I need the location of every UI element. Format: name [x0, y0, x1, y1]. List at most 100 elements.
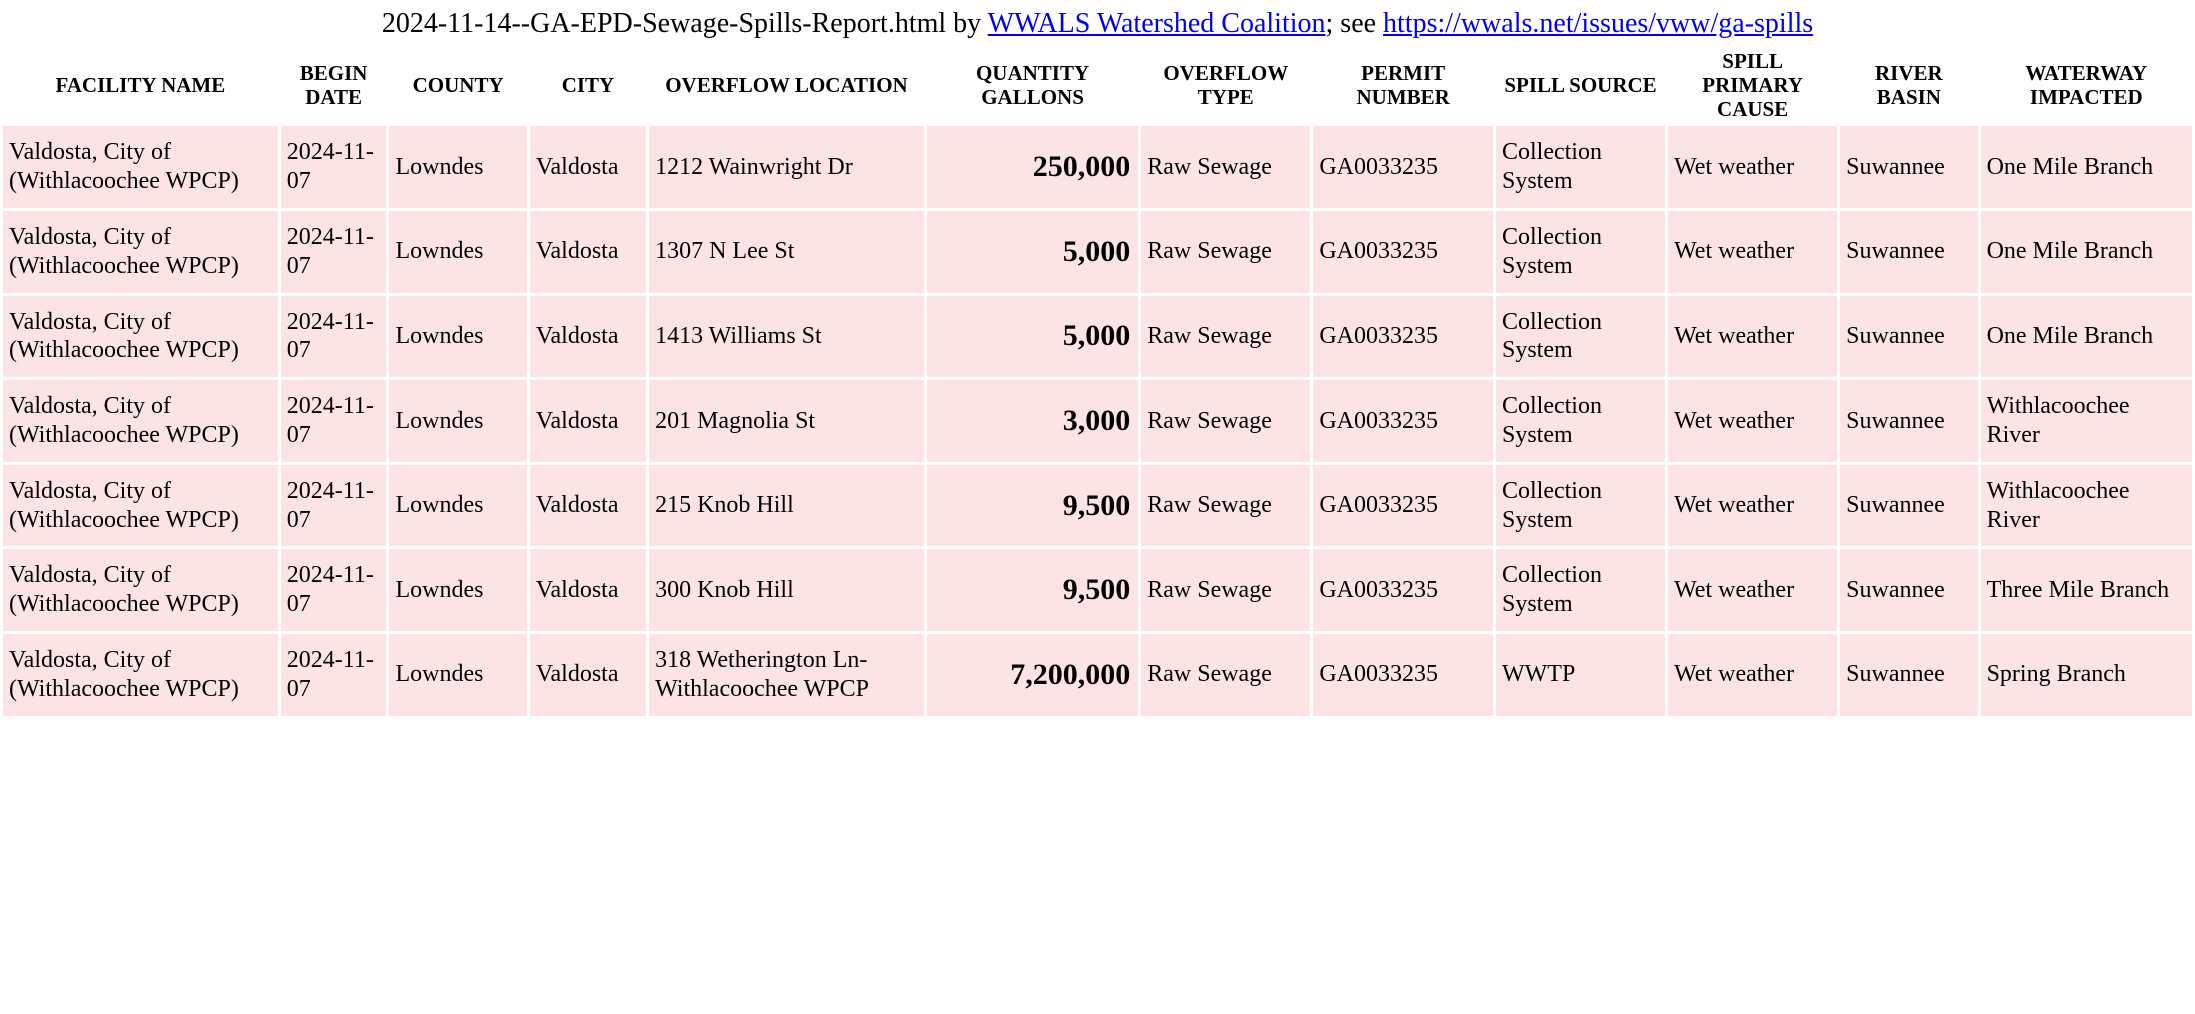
cell-cause: Wet weather — [1668, 211, 1837, 293]
cell-waterway: One Mile Branch — [1981, 296, 2192, 378]
cell-date: 2024-11-07 — [281, 549, 387, 631]
cell-permit: GA0033235 — [1313, 211, 1493, 293]
cell-permit: GA0033235 — [1313, 634, 1493, 716]
cell-county: Lowndes — [389, 126, 526, 208]
cell-type: Raw Sewage — [1141, 634, 1310, 716]
header-county: COUNTY — [389, 47, 526, 123]
cell-permit: GA0033235 — [1313, 465, 1493, 547]
spills-table: FACILITY NAMEBEGIN DATECOUNTYCITYOVERFLO… — [0, 44, 2195, 719]
cell-county: Lowndes — [389, 634, 526, 716]
cell-date: 2024-11-07 — [281, 380, 387, 462]
header-waterway: WATERWAY IMPACTED — [1981, 47, 2192, 123]
cell-source: WWTP — [1496, 634, 1665, 716]
cell-basin: Suwannee — [1840, 465, 1977, 547]
cell-county: Lowndes — [389, 296, 526, 378]
cell-facility: Valdosta, City of (Withlacoochee WPCP) — [3, 465, 278, 547]
cell-city: Valdosta — [530, 549, 646, 631]
table-body: Valdosta, City of (Withlacoochee WPCP)20… — [3, 126, 2192, 715]
header-source: SPILL SOURCE — [1496, 47, 1665, 123]
cell-location: 201 Magnolia St — [649, 380, 924, 462]
cell-waterway: Withlacoochee River — [1981, 465, 2192, 547]
cell-location: 1413 Williams St — [649, 296, 924, 378]
cell-date: 2024-11-07 — [281, 634, 387, 716]
cell-quantity: 7,200,000 — [927, 634, 1138, 716]
cell-location: 1307 N Lee St — [649, 211, 924, 293]
cell-county: Lowndes — [389, 380, 526, 462]
cell-county: Lowndes — [389, 211, 526, 293]
cell-source: Collection System — [1496, 465, 1665, 547]
cell-waterway: Withlacoochee River — [1981, 380, 2192, 462]
cell-permit: GA0033235 — [1313, 126, 1493, 208]
table-row: Valdosta, City of (Withlacoochee WPCP)20… — [3, 465, 2192, 547]
table-row: Valdosta, City of (Withlacoochee WPCP)20… — [3, 211, 2192, 293]
table-row: Valdosta, City of (Withlacoochee WPCP)20… — [3, 634, 2192, 716]
cell-cause: Wet weather — [1668, 380, 1837, 462]
cell-city: Valdosta — [530, 380, 646, 462]
cell-source: Collection System — [1496, 211, 1665, 293]
cell-city: Valdosta — [530, 296, 646, 378]
cell-county: Lowndes — [389, 465, 526, 547]
cell-facility: Valdosta, City of (Withlacoochee WPCP) — [3, 380, 278, 462]
cell-waterway: One Mile Branch — [1981, 126, 2192, 208]
cell-date: 2024-11-07 — [281, 296, 387, 378]
cell-quantity: 5,000 — [927, 211, 1138, 293]
header-city: CITY — [530, 47, 646, 123]
cell-city: Valdosta — [530, 634, 646, 716]
cell-quantity: 3,000 — [927, 380, 1138, 462]
cell-city: Valdosta — [530, 465, 646, 547]
cell-source: Collection System — [1496, 296, 1665, 378]
header-permit: PERMIT NUMBER — [1313, 47, 1493, 123]
cell-quantity: 5,000 — [927, 296, 1138, 378]
org-link[interactable]: WWALS Watershed Coalition — [988, 8, 1326, 39]
header-quantity: QUANTITY GALLONS — [927, 47, 1138, 123]
cell-permit: GA0033235 — [1313, 380, 1493, 462]
table-row: Valdosta, City of (Withlacoochee WPCP)20… — [3, 126, 2192, 208]
table-header: FACILITY NAMEBEGIN DATECOUNTYCITYOVERFLO… — [3, 47, 2192, 123]
header-location: OVERFLOW LOCATION — [649, 47, 924, 123]
cell-basin: Suwannee — [1840, 380, 1977, 462]
cell-facility: Valdosta, City of (Withlacoochee WPCP) — [3, 211, 278, 293]
cell-type: Raw Sewage — [1141, 296, 1310, 378]
cell-facility: Valdosta, City of (Withlacoochee WPCP) — [3, 296, 278, 378]
cell-location: 1212 Wainwright Dr — [649, 126, 924, 208]
cell-facility: Valdosta, City of (Withlacoochee WPCP) — [3, 634, 278, 716]
cell-location: 215 Knob Hill — [649, 465, 924, 547]
cell-city: Valdosta — [530, 126, 646, 208]
cell-quantity: 9,500 — [927, 549, 1138, 631]
cell-facility: Valdosta, City of (Withlacoochee WPCP) — [3, 126, 278, 208]
cell-cause: Wet weather — [1668, 126, 1837, 208]
cell-cause: Wet weather — [1668, 549, 1837, 631]
url-link[interactable]: https://wwals.net/issues/vww/ga-spills — [1383, 8, 1813, 39]
cell-basin: Suwannee — [1840, 549, 1977, 631]
cell-source: Collection System — [1496, 126, 1665, 208]
cell-city: Valdosta — [530, 211, 646, 293]
cell-cause: Wet weather — [1668, 296, 1837, 378]
cell-waterway: Spring Branch — [1981, 634, 2192, 716]
cell-county: Lowndes — [389, 549, 526, 631]
cell-quantity: 250,000 — [927, 126, 1138, 208]
table-row: Valdosta, City of (Withlacoochee WPCP)20… — [3, 380, 2192, 462]
cell-basin: Suwannee — [1840, 211, 1977, 293]
cell-location: 318 Wetherington Ln- Withlacoochee WPCP — [649, 634, 924, 716]
header-cause: SPILL PRIMARY CAUSE — [1668, 47, 1837, 123]
header-basin: RIVER BASIN — [1840, 47, 1977, 123]
header-date: BEGIN DATE — [281, 47, 387, 123]
header-facility: FACILITY NAME — [3, 47, 278, 123]
cell-type: Raw Sewage — [1141, 465, 1310, 547]
cell-basin: Suwannee — [1840, 296, 1977, 378]
cell-location: 300 Knob Hill — [649, 549, 924, 631]
cell-basin: Suwannee — [1840, 126, 1977, 208]
cell-cause: Wet weather — [1668, 465, 1837, 547]
cell-date: 2024-11-07 — [281, 211, 387, 293]
table-row: Valdosta, City of (Withlacoochee WPCP)20… — [3, 296, 2192, 378]
cell-permit: GA0033235 — [1313, 549, 1493, 631]
page-title: 2024-11-14--GA-EPD-Sewage-Spills-Report.… — [0, 0, 2195, 44]
cell-date: 2024-11-07 — [281, 465, 387, 547]
cell-cause: Wet weather — [1668, 634, 1837, 716]
header-type: OVERFLOW TYPE — [1141, 47, 1310, 123]
report-container: 2024-11-14--GA-EPD-Sewage-Spills-Report.… — [0, 0, 2195, 719]
cell-permit: GA0033235 — [1313, 296, 1493, 378]
cell-type: Raw Sewage — [1141, 549, 1310, 631]
header-row: FACILITY NAMEBEGIN DATECOUNTYCITYOVERFLO… — [3, 47, 2192, 123]
cell-basin: Suwannee — [1840, 634, 1977, 716]
